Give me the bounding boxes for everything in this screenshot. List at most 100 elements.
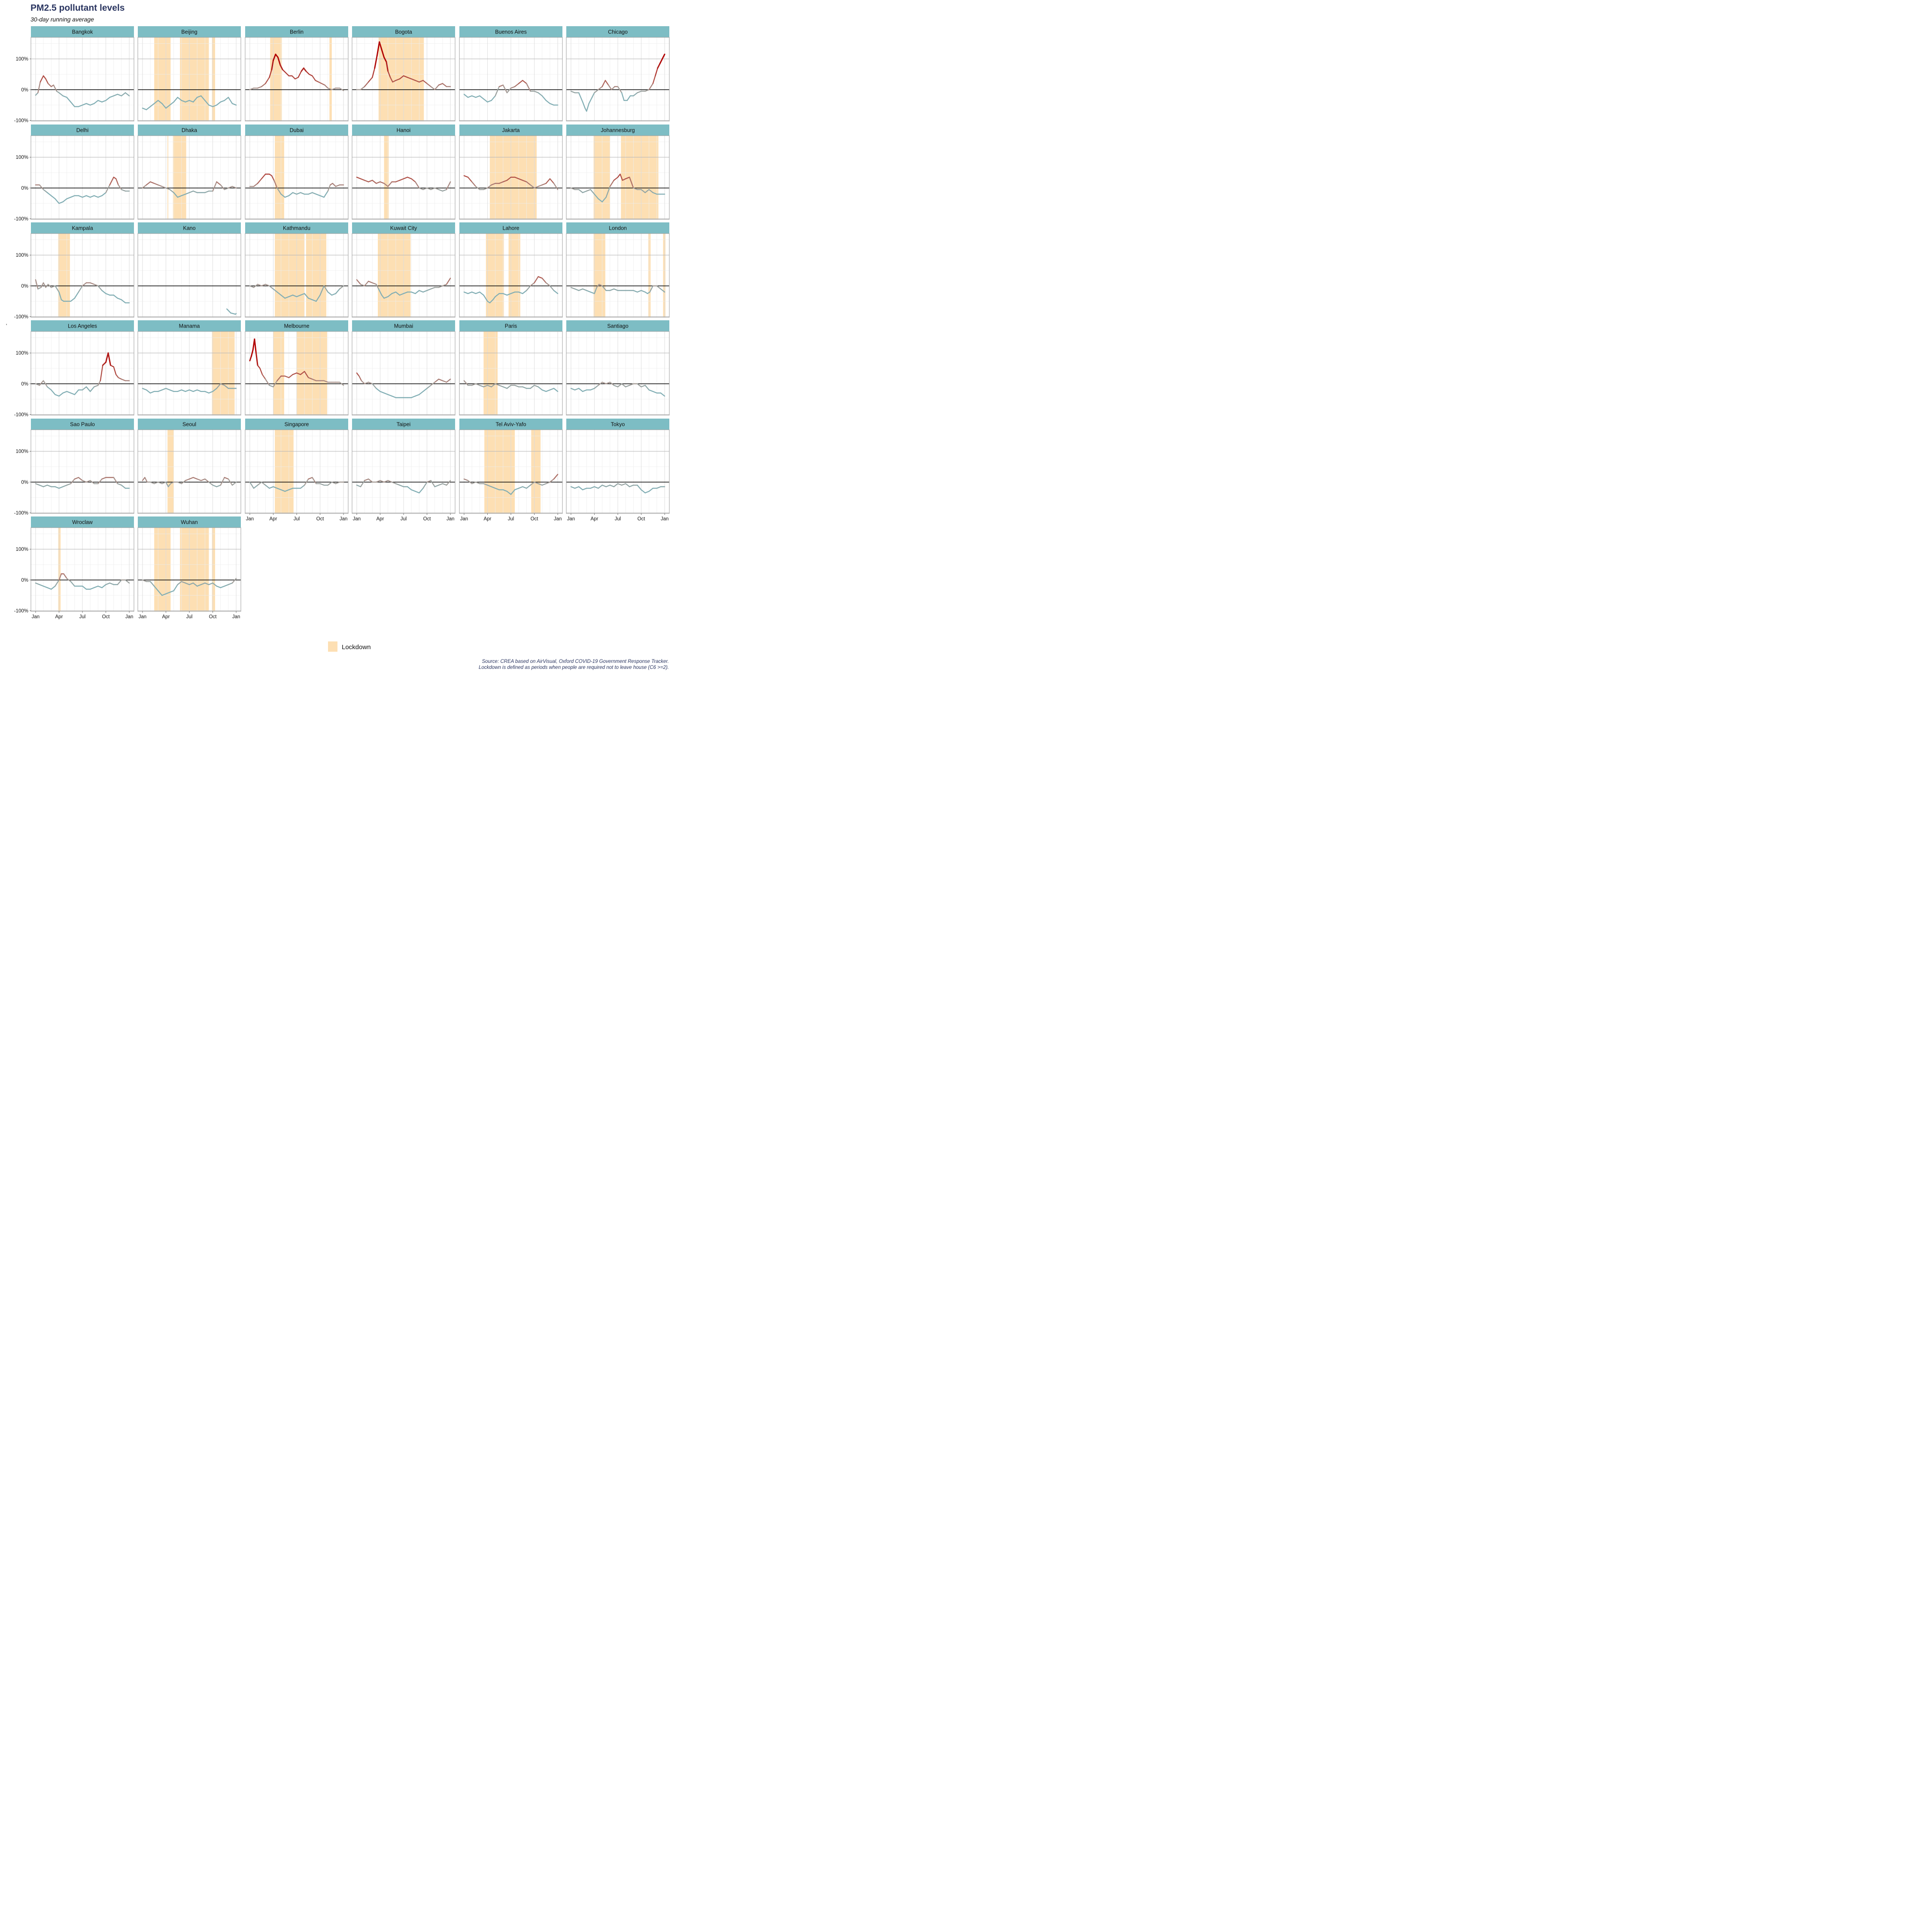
series-line-segment [212, 104, 217, 107]
series-line-segment [395, 78, 401, 81]
x-tick-label: Jul [615, 516, 621, 522]
x-tick-label: Jan [139, 614, 147, 620]
series-line-segment [82, 386, 87, 391]
series-line-segment [115, 374, 119, 378]
series-line-segment [70, 478, 76, 484]
y-tick-label: 100% [16, 155, 28, 160]
series-line-segment [407, 486, 412, 490]
series-line-segment [269, 385, 274, 388]
series-line-segment [383, 392, 389, 395]
x-tick-label: Jan [554, 516, 562, 522]
panel-title: Melbourne [284, 323, 309, 329]
panel-border [30, 331, 134, 416]
panel-strip [459, 222, 562, 234]
series-line-segment [273, 288, 278, 293]
series-line-segment [364, 81, 369, 87]
y-tick-label: 100% [16, 449, 28, 454]
series-line-segment [158, 389, 163, 392]
series-line-segment [596, 284, 600, 288]
panel-border [459, 233, 563, 318]
series-line-segment [399, 178, 404, 181]
panel-border [566, 37, 670, 122]
series-line-segment [339, 382, 344, 386]
series-line-segment [78, 104, 83, 107]
series-line-segment [181, 581, 186, 584]
series-line-segment [85, 480, 91, 483]
series-line-segment [463, 94, 469, 98]
series-line-segment [613, 288, 619, 291]
series-line-segment [538, 386, 543, 391]
series-line-segment [74, 292, 79, 299]
panel-lahore: Lahore [459, 222, 563, 318]
series-line-segment [438, 378, 444, 381]
series-line-segment [257, 365, 261, 369]
series-line-segment [407, 76, 412, 79]
y-tick-label: -100% [14, 511, 28, 516]
series-line-segment [510, 489, 516, 495]
series-line-segment [265, 284, 270, 287]
series-line-segment [319, 195, 325, 198]
series-line-segment [578, 388, 583, 392]
series-line-segment [422, 290, 428, 293]
series-line-segment [463, 380, 469, 386]
series-line-segment [70, 101, 76, 107]
x-tick-label: Jan [340, 516, 348, 522]
series-line-segment [188, 190, 194, 193]
series-line-segment [292, 192, 298, 195]
series-line-segment [177, 581, 182, 585]
series-line-segment [101, 100, 106, 103]
series-line-segment [220, 383, 225, 386]
panel-strip [31, 320, 134, 331]
series-line-segment [549, 388, 555, 391]
series-line-segment [545, 100, 551, 104]
series-line-segment [261, 374, 266, 380]
series-line-segment [282, 69, 286, 73]
series-line-segment [177, 97, 182, 101]
series-line-segment [475, 186, 480, 190]
panel-kampala: Kampala 100% 0% -100% [14, 222, 134, 320]
series-line-segment [601, 285, 607, 291]
panel-marks [352, 37, 455, 121]
panel-marks [31, 136, 134, 219]
panel-johannesburg: Johannesburg [566, 125, 670, 220]
x-tick-label: Jul [401, 516, 407, 522]
series-line-segment [273, 486, 278, 489]
series-line-segment [430, 287, 435, 290]
series-line-segment [387, 480, 392, 483]
series-line-segment [491, 95, 496, 101]
series-line-segment [35, 483, 40, 486]
series-line-segment [383, 480, 389, 483]
series-line-segment [662, 53, 665, 60]
series-line-segment [644, 491, 650, 494]
series-line-segment [415, 80, 420, 83]
x-tick-label: Jan [32, 614, 40, 620]
series-line-segment [442, 483, 447, 486]
series-line-segment [518, 486, 523, 489]
series-line-segment [495, 86, 500, 97]
series-line-segment [538, 276, 543, 279]
series-line-segment [506, 385, 512, 389]
series-line-segment [304, 293, 309, 299]
series-line-segment [323, 380, 328, 383]
series-line-segment [82, 195, 87, 198]
series-line-segment [368, 76, 373, 83]
series-line-segment [142, 388, 147, 391]
series-line-segment [261, 284, 266, 287]
series-line-segment [530, 282, 535, 287]
series-line-segment [601, 484, 607, 487]
series-line-segment [446, 277, 451, 285]
series-line-segment [586, 189, 591, 192]
y-tick-label: -100% [14, 315, 28, 320]
series-line-segment [43, 380, 48, 388]
series-line-segment [231, 578, 237, 584]
series-line-segment [442, 284, 447, 287]
series-line-segment [97, 380, 101, 386]
series-line-segment [40, 282, 44, 288]
series-line-segment [541, 182, 547, 185]
series-line-segment [173, 97, 178, 103]
panel-title: Mumbai [394, 323, 413, 329]
series-line-segment [255, 352, 258, 366]
series-line-segment [275, 53, 279, 58]
series-line-segment [549, 103, 555, 106]
series-line-segment [655, 67, 658, 76]
